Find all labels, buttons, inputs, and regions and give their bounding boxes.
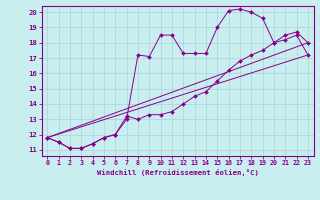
X-axis label: Windchill (Refroidissement éolien,°C): Windchill (Refroidissement éolien,°C) — [97, 169, 259, 176]
